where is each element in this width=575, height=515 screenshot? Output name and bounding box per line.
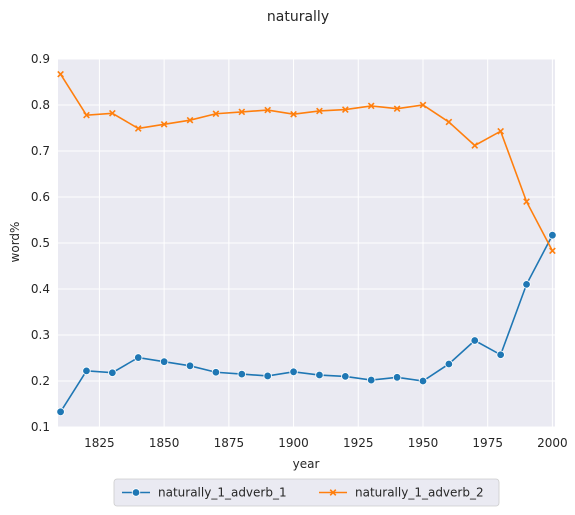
legend-label: naturally_1_adverb_2 (355, 486, 484, 500)
data-point (549, 247, 556, 255)
y-axis-title: word% (8, 222, 22, 263)
data-point (367, 375, 376, 385)
data-point (367, 102, 375, 110)
y-tick-label: 0.6 (31, 190, 50, 204)
x-tick-label: 1925 (343, 436, 374, 450)
data-point (185, 361, 195, 371)
series-line (59, 73, 554, 252)
data-point (57, 70, 64, 78)
data-point (237, 369, 246, 379)
data-point (341, 372, 350, 381)
data-point (522, 280, 531, 289)
x-tick-label: 1900 (278, 436, 309, 450)
x-tick-label: 1950 (408, 436, 439, 450)
x-tick-label: 1975 (472, 436, 503, 450)
y-tick-label: 0.9 (31, 52, 50, 66)
data-point (83, 111, 90, 119)
data-point (56, 407, 65, 417)
data-point (523, 198, 530, 205)
data-point (392, 373, 402, 382)
data-point (289, 367, 298, 376)
x-axis-title: year (293, 457, 320, 471)
y-tick-label: 0.1 (31, 420, 50, 434)
data-point (418, 376, 428, 386)
chart-title: naturally (267, 9, 329, 25)
x-tick-label: 1850 (149, 436, 180, 450)
x-tick-label: 1875 (214, 436, 245, 450)
series-naturally_1_adverb_2 (57, 70, 556, 255)
series-naturally_1_adverb_1 (56, 230, 557, 417)
y-tick-label: 0.8 (31, 98, 50, 112)
y-tick-label: 0.5 (31, 236, 50, 250)
data-point (315, 370, 324, 380)
data-point (82, 366, 91, 376)
data-point (211, 368, 221, 377)
data-point (548, 230, 557, 240)
legend-marker (329, 489, 337, 496)
legend-label: naturally_1_adverb_1 (158, 486, 287, 500)
data-point (160, 120, 168, 128)
data-point (263, 371, 272, 381)
x-tick-label: 2000 (537, 436, 568, 450)
data-point (471, 142, 479, 149)
y-tick-label: 0.2 (31, 374, 50, 388)
data-point (134, 125, 142, 132)
data-point (264, 106, 272, 114)
data-point (496, 350, 505, 359)
data-point (290, 110, 297, 118)
data-point (419, 101, 427, 109)
data-point (497, 127, 505, 135)
data-point (108, 109, 116, 117)
series-line (59, 234, 554, 413)
y-tick-label: 0.4 (31, 282, 50, 296)
data-point (341, 106, 349, 113)
x-tick-label: 1825 (84, 436, 115, 450)
legend-box (113, 478, 500, 507)
data-point (445, 118, 453, 126)
data-point (186, 116, 194, 124)
legend-marker (131, 488, 141, 497)
data-point (212, 110, 220, 118)
data-point (444, 359, 454, 369)
y-tick-label: 0.3 (31, 328, 50, 342)
data-point (108, 368, 117, 377)
data-point (159, 357, 169, 366)
data-point (134, 353, 143, 362)
data-point (393, 105, 401, 113)
legend: naturally_1_adverb_1 naturally_1_adverb_2 (113, 478, 500, 507)
data-point (470, 336, 479, 345)
data-point (316, 107, 323, 115)
data-point (238, 108, 246, 116)
y-tick-label: 0.7 (31, 144, 50, 158)
plot-area (56, 58, 557, 428)
